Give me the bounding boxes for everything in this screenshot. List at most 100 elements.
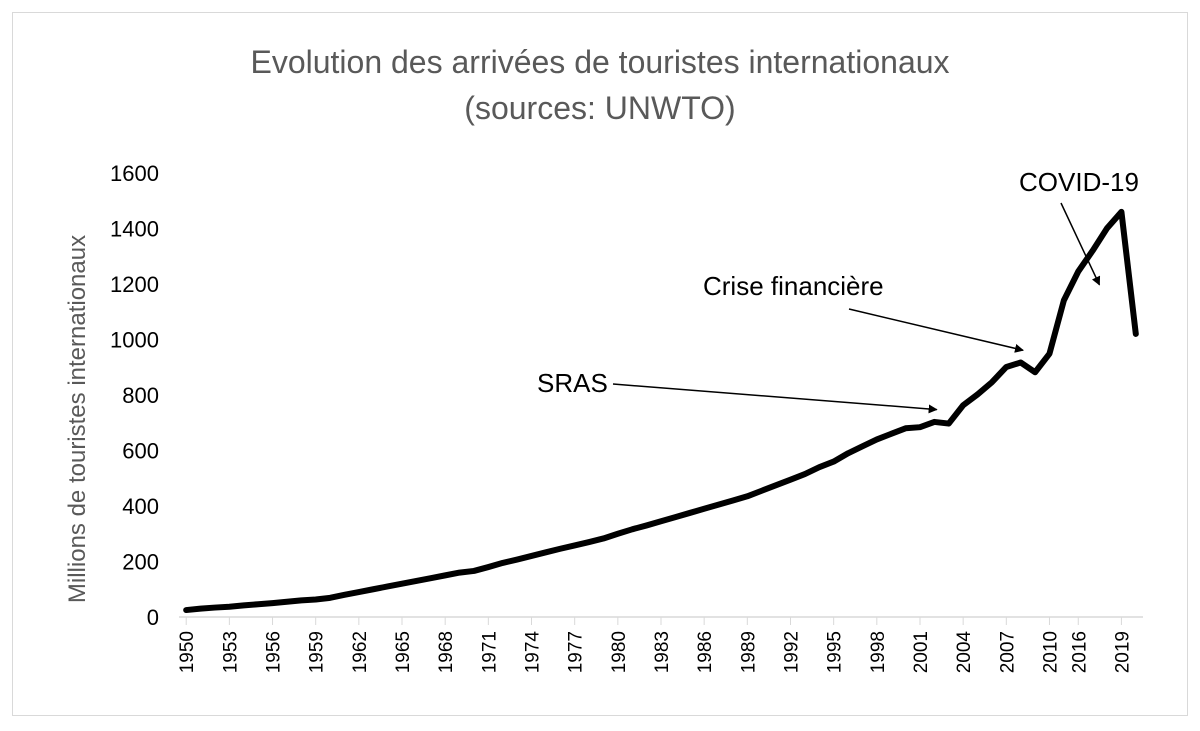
annotation-label: SRAS [537,368,608,398]
data-point [183,607,189,613]
data-point [1032,369,1038,375]
data-point [399,581,405,587]
x-tick-label: 1953 [220,631,241,673]
x-tick-label: 1989 [738,631,759,673]
data-point [644,522,650,528]
data-point [543,549,549,555]
data-point [730,497,736,503]
data-point [859,443,865,449]
data-point [1046,351,1052,357]
data-point [615,531,621,537]
data-point [1133,331,1139,337]
y-tick-label: 400 [122,494,159,519]
data-point [672,514,678,520]
data-point [270,600,276,606]
x-tick-label: 1956 [264,631,285,673]
data-point [716,502,722,508]
x-tick-label: 2004 [954,631,975,674]
data-point [1104,225,1110,231]
data-point [557,546,563,552]
data-point [759,488,765,494]
data-point [802,471,808,477]
x-tick-label: 1962 [350,631,371,673]
annotations: SRAS Crise financière COVID-19 [537,167,1139,414]
y-tick-label: 0 [147,605,159,630]
x-tick-label: 1980 [609,631,630,673]
x-tick-label: 2001 [911,631,932,673]
y-tick-label: 600 [122,439,159,464]
data-point [931,419,937,425]
data-point [975,391,981,397]
annotation-arrow [848,308,1024,353]
data-point [428,575,434,581]
y-tick-label: 1000 [110,328,159,353]
data-point [586,539,592,545]
data-point [687,510,693,516]
data-point [442,572,448,578]
data-point [1061,297,1067,303]
chart-subtitle: (sources: UNWTO) [464,90,735,126]
data-point [529,553,535,559]
data-point [917,424,923,430]
x-tick-label: 1983 [652,631,673,673]
x-tick-label: 1974 [523,631,544,674]
x-tick-label: 1965 [393,631,414,673]
data-point [255,601,261,607]
data-point [370,586,376,592]
data-point [514,557,520,563]
series-line [183,208,1139,614]
data-point [413,578,419,584]
data-point [356,589,362,595]
x-tick-label: 1959 [307,631,328,673]
data-point [226,604,232,610]
y-axis-label: Millions de touristes internationaux [64,235,91,603]
x-tick-label: 2016 [1069,631,1090,673]
data-point [989,379,995,385]
data-point [212,605,218,611]
data-point [1075,269,1081,275]
x-tick-label: 2019 [1112,631,1133,673]
x-tick-label: 2010 [1040,631,1061,673]
chart-title: Evolution des arrivées de touristes inte… [250,44,949,80]
data-point [500,560,506,566]
data-point [327,595,333,601]
data-point [241,602,247,608]
data-point [874,436,880,442]
data-point [816,464,822,470]
data-point [198,606,204,612]
x-tick-label: 1977 [566,631,587,673]
data-point [572,542,578,548]
annotation-arrow [1060,202,1101,286]
data-point [658,518,664,524]
x-tick-label: 1971 [479,631,500,673]
data-point [744,493,750,499]
x-axis-tick-marks [185,617,1122,625]
line-chart: Evolution des arrivées de touristes inte… [64,44,1143,674]
data-point [831,459,837,465]
data-point [903,425,909,431]
data-point [284,599,290,605]
data-point [629,526,635,532]
x-tick-label: 1986 [695,631,716,673]
data-point [701,506,707,512]
x-tick-label: 1968 [436,631,457,673]
x-tick-label: 1995 [825,631,846,673]
y-tick-label: 1600 [110,161,159,186]
x-tick-label: 1998 [868,631,889,673]
data-point [960,402,966,408]
data-point [385,583,391,589]
data-point [787,477,793,483]
data-point [298,597,304,603]
data-point [1003,364,1009,370]
data-point [313,597,319,603]
annotation-label: COVID-19 [1019,167,1139,197]
y-tick-label: 1400 [110,217,159,242]
data-point [457,570,463,576]
y-tick-label: 800 [122,383,159,408]
data-point [485,564,491,570]
data-point [845,450,851,456]
annotation-arrow [612,383,938,414]
chart-frame: Evolution des arrivées de touristes inte… [12,12,1188,716]
x-axis-ticks: 1950 1953 1956 1959 1962 1965 1968 1971 1974 1977… [177,631,1133,674]
x-tick-label: 2007 [997,631,1018,673]
